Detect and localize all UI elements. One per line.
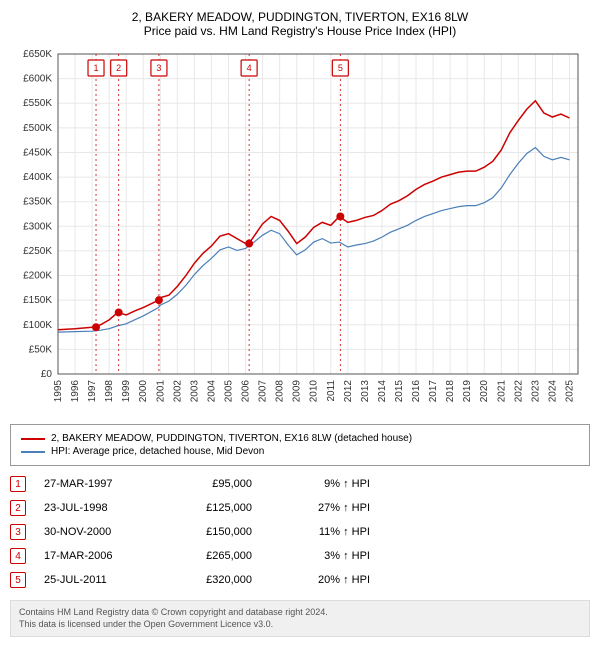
svg-text:2003: 2003: [189, 380, 200, 403]
sales-diff: 11% ↑ HPI: [270, 526, 370, 538]
legend-swatch: [21, 438, 45, 440]
svg-text:£450K: £450K: [23, 147, 52, 158]
svg-text:2005: 2005: [223, 380, 234, 403]
svg-text:2004: 2004: [206, 380, 217, 403]
sales-marker: 5: [10, 572, 26, 588]
sales-date: 17-MAR-2006: [44, 550, 154, 562]
svg-text:£50K: £50K: [29, 344, 53, 355]
svg-text:2024: 2024: [547, 380, 558, 403]
svg-text:1995: 1995: [53, 380, 64, 403]
svg-text:2009: 2009: [292, 380, 303, 403]
svg-text:4: 4: [247, 63, 252, 73]
svg-text:2: 2: [116, 63, 121, 73]
footer-attribution: Contains HM Land Registry data © Crown c…: [10, 600, 590, 637]
svg-text:£150K: £150K: [23, 295, 52, 306]
svg-text:2008: 2008: [275, 380, 286, 403]
svg-text:2019: 2019: [462, 380, 473, 403]
svg-text:2022: 2022: [513, 380, 524, 403]
svg-text:£250K: £250K: [23, 246, 52, 257]
sales-marker: 1: [10, 476, 26, 492]
sales-date: 25-JUL-2011: [44, 574, 154, 586]
svg-text:2010: 2010: [309, 380, 320, 403]
svg-text:1998: 1998: [104, 380, 115, 403]
svg-text:5: 5: [338, 63, 343, 73]
sales-diff: 27% ↑ HPI: [270, 502, 370, 514]
svg-text:£350K: £350K: [23, 197, 52, 208]
svg-text:2007: 2007: [258, 380, 269, 403]
svg-text:2001: 2001: [155, 380, 166, 403]
sales-marker: 3: [10, 524, 26, 540]
sales-row: 5 25-JUL-2011 £320,000 20% ↑ HPI: [10, 568, 590, 592]
svg-text:1: 1: [94, 63, 99, 73]
svg-text:2000: 2000: [138, 380, 149, 403]
sales-price: £265,000: [172, 550, 252, 562]
sales-price: £320,000: [172, 574, 252, 586]
chart-area: £0 £50K £100K £150K £200K £250K £300K £350K £400…: [10, 46, 590, 416]
legend: 2, BAKERY MEADOW, PUDDINGTON, TIVERTON, …: [10, 424, 590, 466]
chart-title-block: 2, BAKERY MEADOW, PUDDINGTON, TIVERTON, …: [10, 10, 590, 38]
title-line1: 2, BAKERY MEADOW, PUDDINGTON, TIVERTON, …: [10, 10, 590, 24]
svg-text:2017: 2017: [428, 380, 439, 403]
svg-text:£600K: £600K: [23, 74, 52, 85]
svg-text:1997: 1997: [87, 380, 98, 403]
legend-item: HPI: Average price, detached house, Mid …: [21, 446, 579, 457]
svg-text:£100K: £100K: [23, 320, 52, 331]
svg-text:2013: 2013: [360, 380, 371, 403]
svg-text:£550K: £550K: [23, 98, 52, 109]
sales-date: 23-JUL-1998: [44, 502, 154, 514]
sales-row: 2 23-JUL-1998 £125,000 27% ↑ HPI: [10, 496, 590, 520]
svg-text:£400K: £400K: [23, 172, 52, 183]
svg-text:£0: £0: [41, 369, 53, 380]
sales-diff: 9% ↑ HPI: [270, 478, 370, 490]
legend-item: 2, BAKERY MEADOW, PUDDINGTON, TIVERTON, …: [21, 433, 579, 444]
svg-text:1999: 1999: [121, 380, 132, 403]
sales-row: 1 27-MAR-1997 £95,000 9% ↑ HPI: [10, 472, 590, 496]
sales-diff: 20% ↑ HPI: [270, 574, 370, 586]
svg-text:2015: 2015: [394, 380, 405, 403]
price-chart: £0 £50K £100K £150K £200K £250K £300K £350K £400…: [10, 46, 590, 416]
svg-text:2018: 2018: [445, 380, 456, 403]
legend-label: HPI: Average price, detached house, Mid …: [51, 446, 264, 457]
svg-text:1996: 1996: [70, 380, 81, 403]
legend-label: 2, BAKERY MEADOW, PUDDINGTON, TIVERTON, …: [51, 433, 412, 444]
sales-marker: 4: [10, 548, 26, 564]
sales-date: 30-NOV-2000: [44, 526, 154, 538]
svg-text:2023: 2023: [530, 380, 541, 403]
svg-text:3: 3: [156, 63, 161, 73]
footer-line1: Contains HM Land Registry data © Crown c…: [19, 607, 581, 619]
svg-text:2021: 2021: [496, 380, 507, 403]
sales-price: £95,000: [172, 478, 252, 490]
svg-text:2011: 2011: [326, 380, 337, 402]
sales-marker: 2: [10, 500, 26, 516]
svg-text:£300K: £300K: [23, 221, 52, 232]
svg-text:2016: 2016: [411, 380, 422, 403]
sales-date: 27-MAR-1997: [44, 478, 154, 490]
sales-table: 1 27-MAR-1997 £95,000 9% ↑ HPI 2 23-JUL-1998 £…: [10, 472, 590, 592]
svg-text:2012: 2012: [343, 380, 354, 403]
svg-text:£500K: £500K: [23, 123, 52, 134]
legend-swatch: [21, 451, 45, 453]
sales-price: £125,000: [172, 502, 252, 514]
svg-text:2020: 2020: [479, 380, 490, 403]
svg-text:£200K: £200K: [23, 271, 52, 282]
svg-text:2002: 2002: [172, 380, 183, 403]
sales-price: £150,000: [172, 526, 252, 538]
footer-line2: This data is licensed under the Open Gov…: [19, 619, 581, 631]
sales-diff: 3% ↑ HPI: [270, 550, 370, 562]
sales-row: 3 30-NOV-2000 £150,000 11% ↑ HPI: [10, 520, 590, 544]
svg-text:2014: 2014: [377, 380, 388, 403]
svg-text:2025: 2025: [564, 380, 575, 403]
svg-text:£650K: £650K: [23, 49, 52, 60]
title-line2: Price paid vs. HM Land Registry's House …: [10, 24, 590, 38]
svg-text:2006: 2006: [241, 380, 252, 403]
sales-row: 4 17-MAR-2006 £265,000 3% ↑ HPI: [10, 544, 590, 568]
